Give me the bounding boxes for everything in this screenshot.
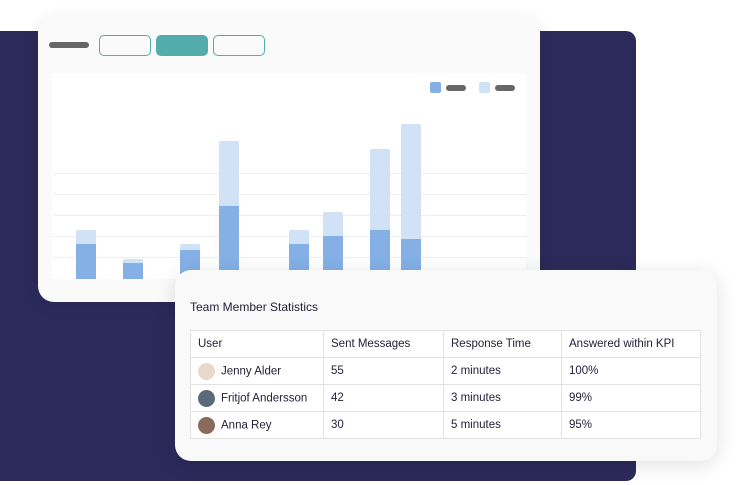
legend-label-series-1 xyxy=(446,85,466,91)
kpi-cell: 100% xyxy=(561,357,701,385)
avatar xyxy=(198,362,215,380)
filter-button-1[interactable] xyxy=(99,35,151,56)
table-row[interactable]: Jenny Alder 55 2 minutes 100% xyxy=(190,357,701,385)
legend-swatch-series-1 xyxy=(430,82,441,93)
bar-series-1-7 xyxy=(370,230,390,279)
bar-series-1-4 xyxy=(219,206,239,279)
gridline xyxy=(54,215,526,216)
stats-table: User Sent Messages Response Time Answere… xyxy=(190,330,701,439)
bar-series-2-1 xyxy=(76,230,96,244)
team-stats-card: Team Member Statistics User Sent Message… xyxy=(175,270,717,461)
bar-series-1-2 xyxy=(123,263,143,279)
bar-series-2-3 xyxy=(180,244,200,250)
filter-button-2[interactable] xyxy=(156,35,208,56)
gridline xyxy=(54,173,526,174)
bar-series-1-1 xyxy=(76,244,96,279)
response-cell: 2 minutes xyxy=(443,357,562,385)
header-user: User xyxy=(190,330,324,358)
sent-cell: 42 xyxy=(323,384,444,412)
table-row[interactable]: Fritjof Andersson 42 3 minutes 99% xyxy=(190,384,701,412)
gridline xyxy=(54,194,526,195)
user-name: Jenny Alder xyxy=(221,365,282,378)
table-row[interactable]: Anna Rey 30 5 minutes 95% xyxy=(190,411,701,439)
bar-series-2-2 xyxy=(123,259,143,263)
bar-series-1-8 xyxy=(401,239,421,279)
user-cell: Fritjof Andersson xyxy=(190,384,324,412)
filter-button-3[interactable] xyxy=(213,35,265,56)
legend-label-series-2 xyxy=(495,85,515,91)
user-name: Fritjof Andersson xyxy=(221,392,308,405)
bar-series-2-7 xyxy=(370,149,390,230)
bar-series-2-5 xyxy=(289,230,309,244)
kpi-cell: 95% xyxy=(561,411,701,439)
bar-chart xyxy=(52,73,526,279)
avatar xyxy=(198,389,215,407)
table-header-row: User Sent Messages Response Time Answere… xyxy=(190,330,701,358)
user-name: Anna Rey xyxy=(221,419,272,432)
chart-card xyxy=(38,15,540,302)
bar-series-1-6 xyxy=(323,236,343,279)
kpi-cell: 99% xyxy=(561,384,701,412)
header-sent: Sent Messages xyxy=(323,330,444,358)
header-kpi: Answered within KPI xyxy=(561,330,701,358)
response-cell: 5 minutes xyxy=(443,411,562,439)
chart-title-placeholder xyxy=(49,42,89,48)
header-response: Response Time xyxy=(443,330,562,358)
bar-series-2-6 xyxy=(323,212,343,236)
bar-series-2-8 xyxy=(401,124,421,239)
sent-cell: 30 xyxy=(323,411,444,439)
legend-swatch-series-2 xyxy=(479,82,490,93)
card-title: Team Member Statistics xyxy=(190,300,319,314)
avatar xyxy=(198,416,215,434)
sent-cell: 55 xyxy=(323,357,444,385)
bar-series-2-4 xyxy=(219,141,239,206)
user-cell: Anna Rey xyxy=(190,411,324,439)
user-cell: Jenny Alder xyxy=(190,357,324,385)
response-cell: 3 minutes xyxy=(443,384,562,412)
